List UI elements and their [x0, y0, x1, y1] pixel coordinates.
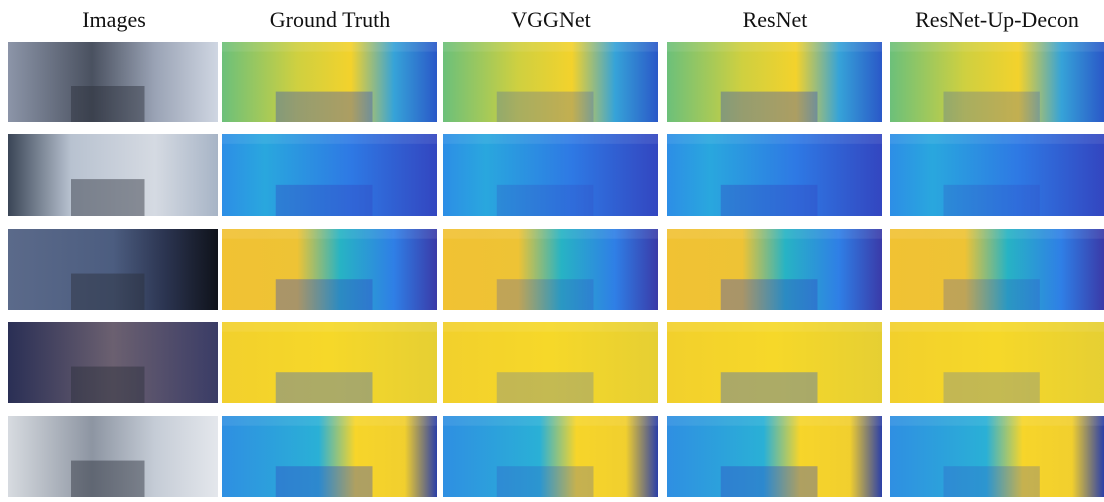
- depth-region: [721, 92, 818, 122]
- depth-region: [721, 279, 818, 310]
- depth-region: [222, 134, 437, 144]
- depth-region: [721, 185, 818, 216]
- depth-region: [667, 42, 882, 52]
- depth-region: [443, 42, 658, 52]
- depth-region: [890, 42, 1104, 52]
- depth-region: [276, 372, 373, 403]
- depth-region: [443, 416, 658, 426]
- depth-region: [890, 416, 1104, 426]
- photo-region: [71, 274, 145, 310]
- depth-region: [944, 185, 1040, 216]
- depth-region: [497, 372, 594, 403]
- depth-region: [721, 466, 818, 497]
- depth-region: [222, 42, 437, 52]
- column-header: VGGNet: [511, 7, 590, 32]
- depth-region: [497, 279, 594, 310]
- depth-region: [222, 229, 437, 239]
- depth-region: [667, 322, 882, 332]
- depth-region: [222, 322, 437, 332]
- depth-region: [944, 372, 1040, 403]
- depth-region: [890, 229, 1104, 239]
- depth-region: [944, 466, 1040, 497]
- depth-region: [890, 322, 1104, 332]
- depth-region: [944, 92, 1040, 122]
- depth-region: [222, 416, 437, 426]
- page: Images Ground Truth VGGNet ResNet ResNet…: [0, 0, 1104, 497]
- depth-region: [667, 229, 882, 239]
- depth-region: [497, 92, 594, 122]
- depth-region: [944, 279, 1040, 310]
- depth-region: [497, 466, 594, 497]
- column-header: Images: [82, 7, 146, 32]
- depth-region: [721, 372, 818, 403]
- photo-region: [71, 86, 145, 122]
- column-header: Ground Truth: [270, 7, 390, 32]
- depth-region: [497, 185, 594, 216]
- depth-region: [443, 229, 658, 239]
- photo-region: [71, 461, 145, 497]
- depth-region: [890, 134, 1104, 144]
- depth-region: [276, 92, 373, 122]
- depth-region: [667, 416, 882, 426]
- depth-region: [276, 466, 373, 497]
- figure: Images Ground Truth VGGNet ResNet ResNet…: [0, 0, 1104, 497]
- column-header: ResNet-Up-Decon: [915, 7, 1079, 32]
- depth-region: [276, 279, 373, 310]
- depth-region: [667, 134, 882, 144]
- depth-region: [443, 134, 658, 144]
- depth-region: [276, 185, 373, 216]
- photo-region: [71, 367, 145, 403]
- depth-region: [443, 322, 658, 332]
- column-header: ResNet: [743, 7, 808, 32]
- photo-region: [71, 179, 145, 216]
